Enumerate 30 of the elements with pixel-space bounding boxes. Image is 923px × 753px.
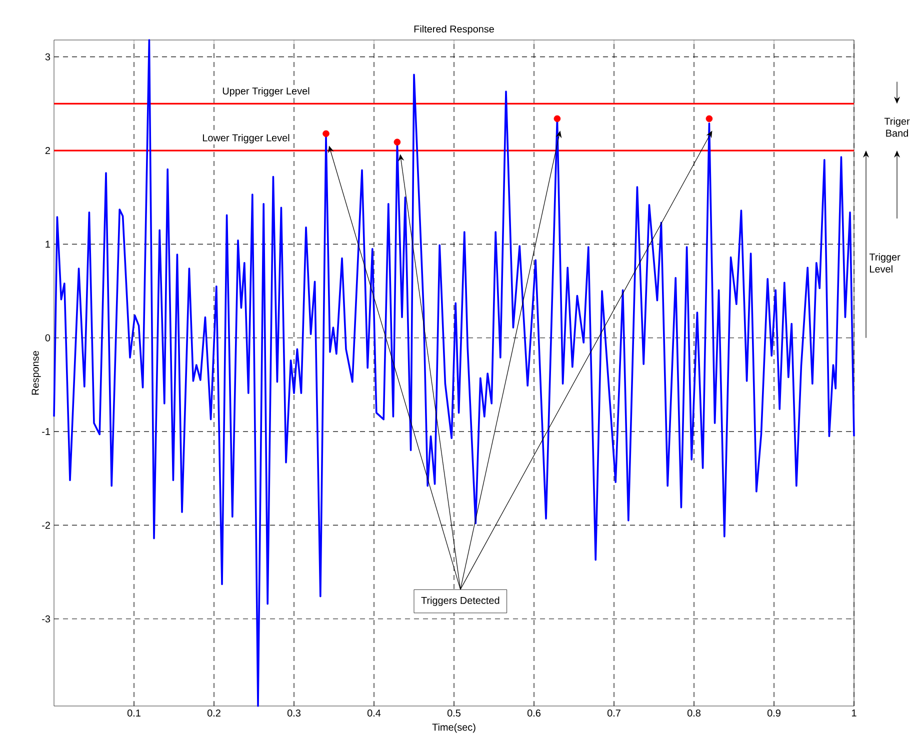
y-tick-label: -2 — [42, 522, 50, 529]
y-tick-label: -1 — [42, 428, 50, 435]
x-tick-label: 0.9 — [767, 710, 780, 717]
y-tick-label: 3 — [45, 53, 50, 60]
point — [394, 138, 401, 146]
y-tick-label: 2 — [45, 147, 50, 154]
x-tick-label: 0.7 — [607, 710, 620, 717]
y-tick-label: -3 — [42, 615, 50, 622]
point — [322, 130, 330, 138]
y-axis-title: Response — [32, 351, 41, 395]
point — [554, 115, 561, 122]
x-tick-label: 0.3 — [287, 710, 300, 717]
annotation: Triggers Detected — [421, 596, 500, 606]
x-tick-label: 0.8 — [687, 710, 700, 717]
text: Triger Band — [884, 117, 910, 137]
x-axis-title: Time(sec) — [432, 723, 476, 733]
x-tick-label: 0.5 — [447, 710, 461, 717]
x-tick-label: 0.6 — [527, 710, 540, 717]
ref-line-label: Upper Trigger Level — [222, 87, 310, 96]
y-tick-label: 0 — [45, 334, 50, 342]
chart-title: Filtered Response — [414, 25, 494, 34]
x-tick-label: 0.1 — [127, 710, 140, 717]
line-series — [53, 39, 855, 707]
x-tick-label: 0.4 — [367, 710, 381, 717]
text: Trigger Level — [869, 253, 900, 273]
x-tick-label: 1 — [852, 710, 856, 716]
point — [706, 115, 713, 122]
x-tick-label: 0.2 — [207, 710, 220, 717]
y-tick-label: 1 — [46, 240, 50, 248]
ref-line-label: Lower Trigger Level — [202, 134, 290, 144]
